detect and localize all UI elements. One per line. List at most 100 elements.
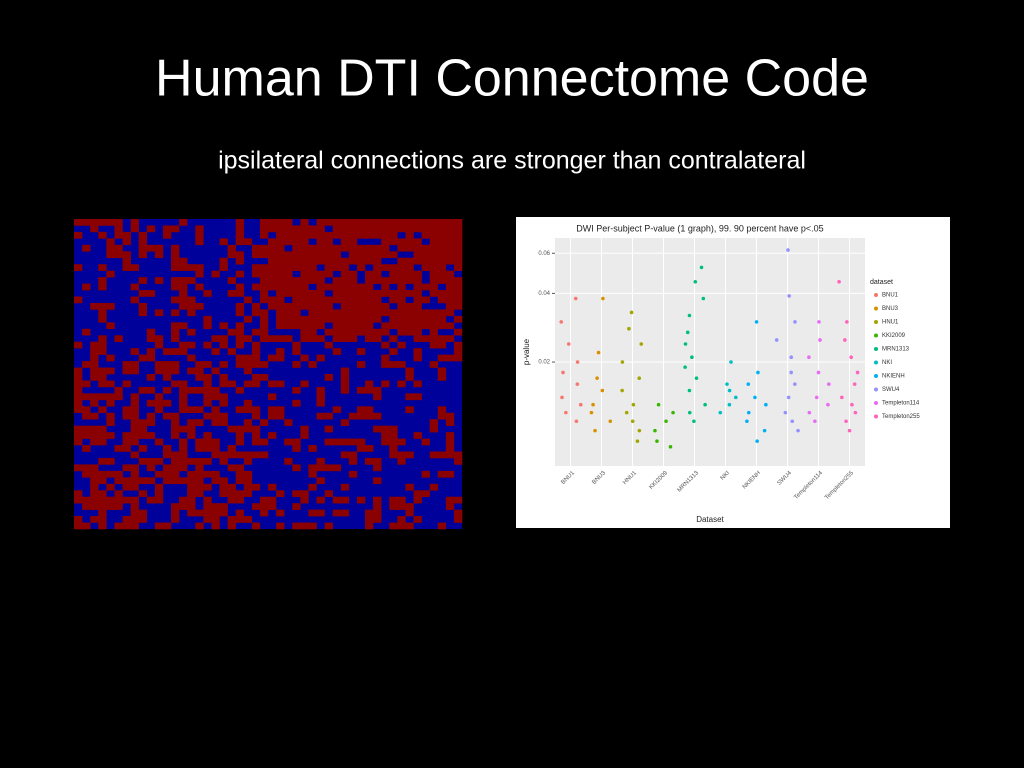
matrix-cell: [171, 412, 180, 420]
matrix-cell: [195, 367, 204, 375]
matrix-cell: [154, 341, 164, 349]
matrix-cell: [276, 302, 285, 310]
matrix-cell: [413, 283, 422, 291]
point: [816, 370, 821, 375]
matrix-cell: [82, 380, 91, 388]
matrix-cell: [122, 231, 131, 239]
matrix-cell: [130, 264, 139, 271]
matrix-cell: [405, 257, 414, 265]
matrix-cell: [276, 296, 285, 304]
matrix-cell: [227, 464, 236, 472]
matrix-cell: [90, 425, 99, 433]
matrix-cell: [203, 290, 212, 297]
legend-key: [874, 401, 878, 405]
matrix-cell: [381, 225, 390, 233]
matrix-cell: [171, 451, 180, 459]
matrix-cell: [421, 335, 430, 343]
matrix-cell: [348, 309, 358, 317]
matrix-cell: [348, 438, 358, 446]
matrix-cell: [187, 354, 196, 362]
matrix-cell: [74, 374, 83, 381]
point: [629, 310, 634, 315]
matrix-cell: [179, 406, 188, 414]
matrix-cell: [397, 219, 406, 226]
matrix-cell: [348, 238, 358, 246]
matrix-cell: [300, 335, 309, 343]
matrix-cell: [316, 302, 325, 310]
matrix-cell: [74, 490, 83, 498]
matrix-cell: [421, 225, 430, 233]
matrix-cell: [437, 315, 447, 323]
matrix-cell: [324, 464, 333, 472]
matrix-cell: [98, 219, 107, 226]
legend-key: [874, 387, 878, 392]
matrix-cell: [316, 496, 325, 504]
matrix-cell: [259, 296, 269, 304]
matrix-cell: [429, 264, 439, 271]
y-axis-label: p-value: [522, 338, 531, 365]
point: [762, 428, 767, 433]
matrix-cell: [74, 231, 83, 239]
matrix-cell: [82, 244, 91, 252]
matrix-cell: [90, 477, 99, 485]
matrix-cell: [162, 231, 172, 239]
matrix-cell: [340, 290, 350, 297]
matrix-cell: [106, 412, 115, 420]
matrix-cell: [429, 251, 439, 259]
matrix-cell: [373, 277, 382, 284]
matrix-cell: [203, 341, 212, 349]
matrix-cell: [130, 425, 139, 433]
matrix-cell: [405, 309, 414, 317]
matrix-cell: [259, 290, 269, 297]
matrix-cell: [365, 277, 374, 284]
matrix-cell: [243, 361, 253, 368]
legend-label: NKI: [882, 360, 892, 366]
matrix-cell: [276, 315, 285, 323]
matrix-cell: [397, 225, 406, 233]
legend-key: [874, 333, 878, 338]
matrix-cell: [316, 399, 325, 407]
matrix-cell: [154, 367, 164, 375]
legend-title: dataset: [870, 279, 893, 286]
matrix-cell: [235, 309, 245, 317]
matrix-cell: [114, 490, 123, 498]
matrix-cell: [179, 496, 188, 504]
matrix-cell: [348, 277, 358, 284]
matrix-cell: [146, 477, 156, 485]
matrix-cell: [429, 322, 439, 330]
matrix-cell: [365, 270, 374, 278]
point: [701, 296, 706, 301]
matrix-cell: [324, 490, 333, 498]
point: [840, 395, 844, 400]
matrix-cell: [437, 406, 447, 414]
matrix-cell: [373, 386, 382, 394]
matrix-cell: [74, 516, 83, 523]
matrix-cell: [437, 309, 447, 317]
matrix-cell: [235, 477, 245, 485]
plot-title: DWI Per-subject P-value (1 graph), 99. 9…: [576, 223, 823, 233]
matrix-cell: [397, 503, 406, 510]
matrix-cell: [324, 341, 333, 349]
matrix-cell: [122, 367, 131, 375]
matrix-cell: [122, 264, 131, 271]
matrix-cell: [381, 238, 390, 246]
matrix-cell: [340, 367, 350, 375]
matrix-cell: [98, 496, 107, 504]
matrix-cell: [106, 496, 115, 504]
point: [593, 428, 597, 433]
matrix-cell: [421, 315, 430, 323]
point: [844, 419, 848, 424]
matrix-cell: [421, 438, 430, 446]
matrix-cell: [421, 470, 430, 478]
matrix-cell: [179, 283, 188, 291]
matrix-cell: [251, 244, 261, 252]
matrix-cell: [365, 516, 374, 523]
matrix-cell: [308, 251, 317, 259]
matrix-cell: [316, 322, 325, 330]
matrix-cell: [219, 451, 228, 459]
matrix-cell: [324, 302, 333, 310]
matrix-cell: [373, 296, 382, 304]
matrix-cell: [373, 264, 382, 271]
matrix-cell: [413, 277, 422, 284]
matrix-cell: [389, 277, 398, 284]
